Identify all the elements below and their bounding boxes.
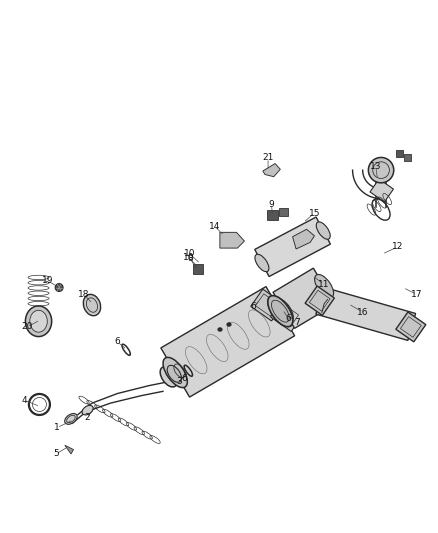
Polygon shape [270,300,304,332]
Ellipse shape [314,274,334,298]
Text: 16: 16 [357,308,368,317]
Polygon shape [279,208,288,216]
Text: 14: 14 [209,222,220,231]
Polygon shape [251,289,284,321]
Text: 2: 2 [84,413,89,422]
Ellipse shape [82,406,93,415]
Text: 8: 8 [187,254,194,263]
Text: 7: 7 [294,318,300,327]
Text: 9: 9 [268,200,275,209]
Polygon shape [316,287,416,341]
Text: 1: 1 [54,423,60,432]
Text: 13: 13 [370,162,381,171]
Ellipse shape [368,157,394,183]
Text: 6: 6 [285,314,291,322]
Ellipse shape [30,310,47,332]
Ellipse shape [25,306,52,336]
Text: 6: 6 [250,302,256,311]
Text: 19: 19 [42,276,53,285]
Text: 20: 20 [21,322,33,332]
Polygon shape [267,210,278,220]
Polygon shape [404,155,411,161]
Polygon shape [396,150,403,157]
Text: 10: 10 [183,253,194,262]
Polygon shape [293,229,314,249]
Ellipse shape [255,254,269,272]
Text: 4: 4 [21,395,27,405]
Text: 17: 17 [411,290,423,299]
Ellipse shape [163,357,187,387]
Text: 6: 6 [181,374,187,383]
Ellipse shape [83,294,101,316]
Text: 6: 6 [114,337,120,346]
Text: 10: 10 [184,249,195,258]
Text: 18: 18 [78,290,90,300]
Ellipse shape [274,298,293,322]
Ellipse shape [65,414,77,424]
Polygon shape [305,286,334,316]
Ellipse shape [268,296,293,326]
Text: 15: 15 [309,208,320,217]
Ellipse shape [268,296,293,327]
Text: 21: 21 [262,154,274,163]
Polygon shape [370,179,393,202]
Text: 11: 11 [318,279,330,288]
Polygon shape [263,164,280,177]
Ellipse shape [167,365,181,382]
Polygon shape [220,232,244,248]
Text: 12: 12 [392,243,403,251]
Text: 5: 5 [53,449,59,458]
Text: 3: 3 [176,377,182,386]
Polygon shape [396,312,426,342]
Polygon shape [193,264,203,273]
Ellipse shape [316,222,330,239]
Polygon shape [161,287,295,397]
Polygon shape [255,217,330,277]
Polygon shape [273,268,335,328]
Ellipse shape [160,367,177,387]
Ellipse shape [55,284,63,292]
Polygon shape [65,445,74,454]
